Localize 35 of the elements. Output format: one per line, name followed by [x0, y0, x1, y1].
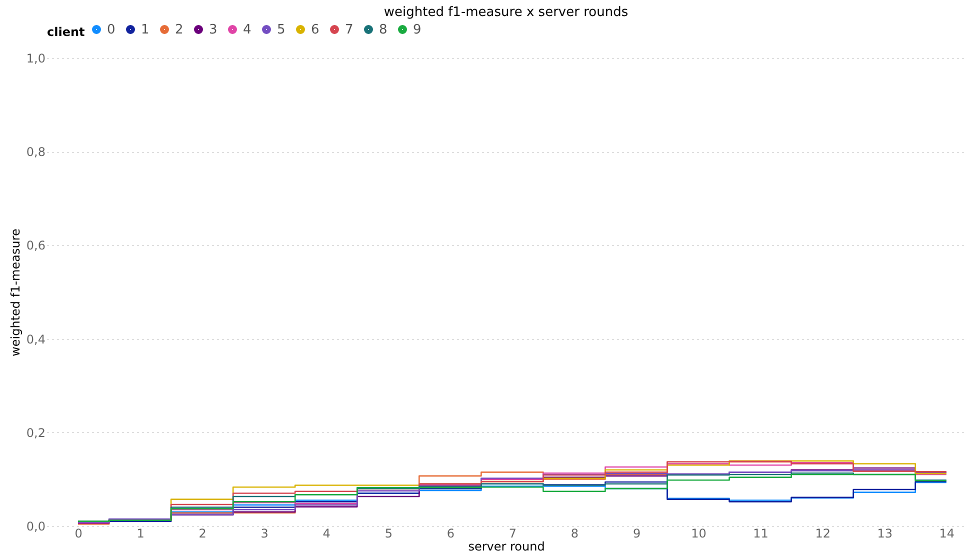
x-tick-label: 5 — [384, 526, 392, 540]
x-tick-label: 12 — [815, 526, 830, 540]
y-tick-label: 0,8 — [26, 145, 46, 160]
legend-label: 3 — [209, 22, 218, 38]
x-axis-title: server round — [468, 540, 545, 554]
x-tick-label: 8 — [570, 526, 579, 540]
legend-title: client — [47, 25, 86, 39]
x-tick-label: 3 — [260, 526, 268, 540]
legend-label: 5 — [277, 22, 286, 38]
legend-label: 7 — [345, 22, 354, 38]
y-axis-title: weighted f1-measure — [8, 228, 22, 356]
x-tick-label: 10 — [691, 526, 706, 540]
x-tick-label: 1 — [136, 526, 144, 540]
y-tick-label: 1,0 — [26, 52, 46, 66]
x-tick-label: 13 — [877, 526, 893, 540]
legend-label: 9 — [413, 22, 422, 38]
y-tick-label: 0,4 — [26, 332, 46, 346]
x-tick-label: 7 — [508, 526, 517, 540]
legend-label: 4 — [243, 22, 252, 38]
x-tick-label: 4 — [322, 526, 330, 540]
x-tick-label: 0 — [74, 526, 82, 540]
x-tick-label: 9 — [632, 526, 641, 540]
legend-label: 2 — [175, 22, 184, 38]
x-tick-label: 14 — [939, 526, 955, 540]
x-tick-label: 2 — [198, 526, 206, 540]
legend-label: 8 — [379, 22, 388, 38]
legend-label: 6 — [311, 22, 320, 38]
y-tick-label: 0,2 — [26, 426, 46, 440]
y-tick-label: 0,6 — [26, 238, 46, 253]
x-tick-label: 6 — [446, 526, 454, 540]
legend-label: 1 — [141, 22, 150, 38]
legend-label: 0 — [107, 22, 116, 38]
y-tick-label: 0,0 — [26, 520, 46, 534]
chart-title: weighted f1-measure x server rounds — [384, 5, 628, 20]
x-tick-label: 11 — [753, 526, 768, 540]
